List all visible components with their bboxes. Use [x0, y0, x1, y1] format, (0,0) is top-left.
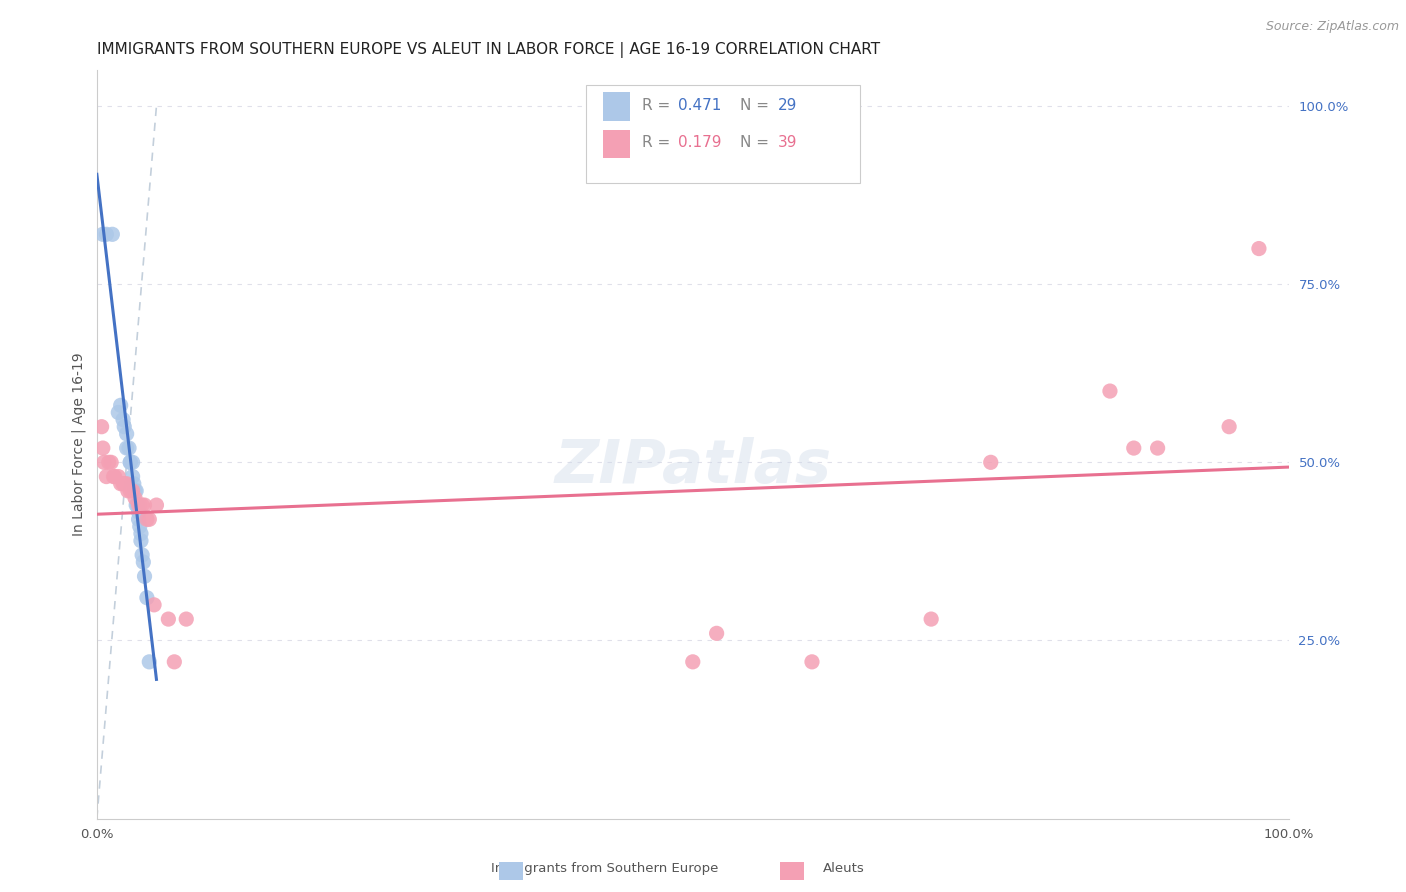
Point	[135, 591, 157, 605]
Point	[107, 469, 129, 483]
Point	[91, 227, 114, 242]
Text: 0.179: 0.179	[679, 136, 723, 151]
Point	[920, 612, 942, 626]
Text: 39: 39	[778, 136, 797, 151]
Point	[101, 227, 124, 242]
Point	[131, 498, 153, 512]
Point	[174, 612, 197, 626]
Point	[1218, 419, 1240, 434]
Point	[96, 469, 118, 483]
Point	[110, 398, 132, 412]
Point	[122, 476, 145, 491]
Point	[1146, 441, 1168, 455]
Point	[121, 469, 143, 483]
Point	[91, 441, 114, 455]
Point	[143, 598, 166, 612]
Point	[117, 483, 139, 498]
Point	[1247, 242, 1270, 256]
Point	[125, 498, 148, 512]
Point	[129, 533, 152, 548]
Point	[132, 555, 155, 569]
Point	[115, 476, 138, 491]
Text: R =: R =	[641, 98, 675, 113]
Text: R =: R =	[641, 136, 675, 151]
Point	[112, 476, 135, 491]
Point	[112, 419, 135, 434]
Point	[801, 655, 824, 669]
Point	[1098, 384, 1121, 398]
Point	[128, 512, 150, 526]
Point	[128, 498, 150, 512]
Point	[107, 405, 129, 419]
Point	[100, 455, 122, 469]
Point	[682, 655, 704, 669]
Point	[125, 483, 148, 498]
Point	[127, 498, 149, 512]
Point	[163, 655, 186, 669]
Point	[104, 469, 127, 483]
Text: IMMIGRANTS FROM SOUTHERN EUROPE VS ALEUT IN LABOR FORCE | AGE 16-19 CORRELATION : IMMIGRANTS FROM SOUTHERN EUROPE VS ALEUT…	[97, 42, 880, 58]
Point	[90, 419, 112, 434]
Text: Aleuts: Aleuts	[823, 863, 865, 875]
Point	[120, 455, 142, 469]
Point	[134, 569, 156, 583]
Point	[112, 412, 135, 426]
Point	[980, 455, 1002, 469]
Point	[97, 455, 120, 469]
Point	[145, 498, 167, 512]
Text: Immigrants from Southern Europe: Immigrants from Southern Europe	[491, 863, 718, 875]
Text: 0.471: 0.471	[679, 98, 721, 113]
Point	[134, 498, 156, 512]
Point	[115, 441, 138, 455]
Y-axis label: In Labor Force | Age 16-19: In Labor Force | Age 16-19	[72, 352, 86, 536]
Text: ZIPatlas: ZIPatlas	[554, 437, 831, 497]
Point	[112, 476, 135, 491]
Point	[120, 483, 142, 498]
Point	[124, 483, 146, 498]
Text: N =: N =	[741, 98, 775, 113]
FancyBboxPatch shape	[585, 86, 859, 183]
Point	[138, 512, 160, 526]
Point	[706, 626, 728, 640]
Point	[128, 519, 150, 533]
Point	[115, 426, 138, 441]
Point	[131, 548, 153, 562]
Point	[96, 227, 118, 242]
Point	[110, 476, 132, 491]
Point	[93, 455, 115, 469]
Bar	[603, 92, 630, 120]
Point	[135, 512, 157, 526]
Point	[128, 505, 150, 519]
Point	[121, 455, 143, 469]
Text: N =: N =	[741, 136, 775, 151]
Point	[129, 526, 152, 541]
Point	[118, 441, 141, 455]
Point	[121, 483, 143, 498]
Point	[120, 455, 142, 469]
Text: 29: 29	[778, 98, 797, 113]
Text: Source: ZipAtlas.com: Source: ZipAtlas.com	[1265, 20, 1399, 33]
Point	[124, 491, 146, 505]
Bar	[603, 129, 630, 158]
Point	[128, 498, 150, 512]
Point	[1122, 441, 1144, 455]
Point	[157, 612, 180, 626]
Point	[138, 655, 160, 669]
Point	[103, 469, 125, 483]
